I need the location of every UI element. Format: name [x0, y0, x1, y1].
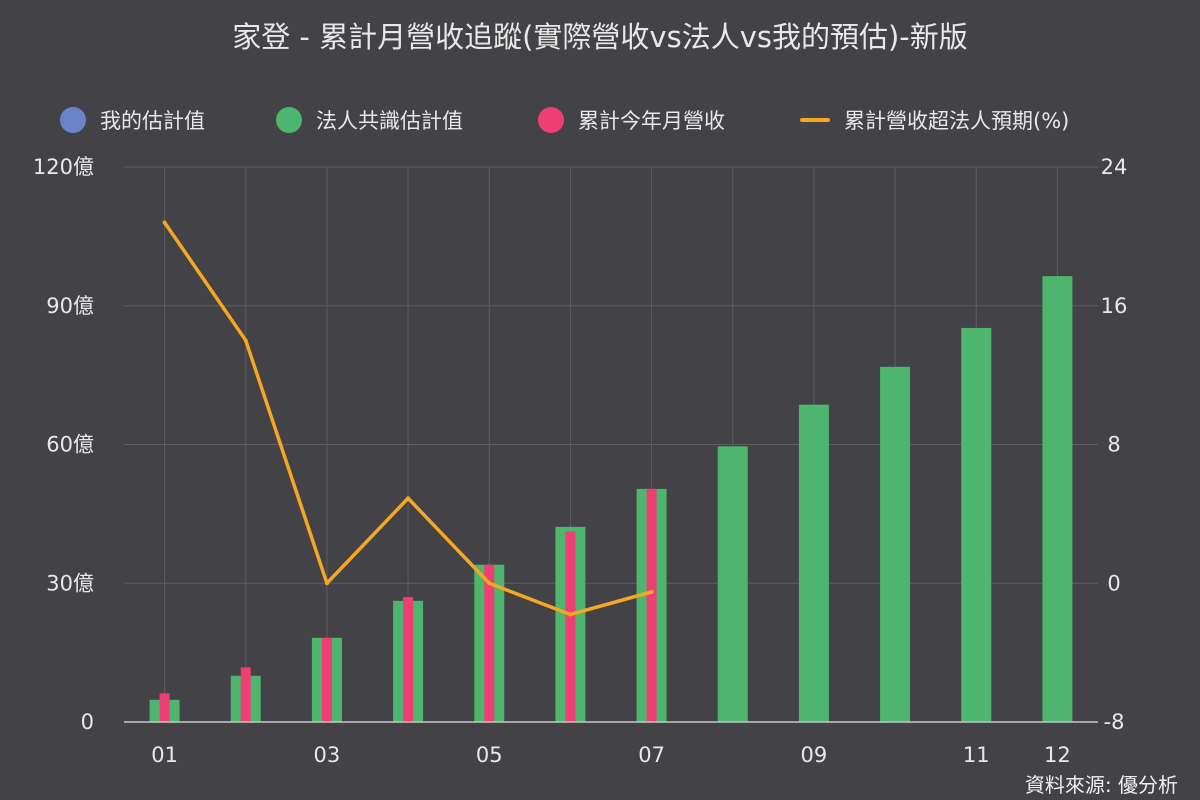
left-axis-tick-label: 90億	[46, 294, 94, 318]
bar-cumulative	[159, 693, 170, 722]
line-beat-point	[324, 581, 329, 586]
bar-cumulative	[403, 597, 414, 722]
left-axis-tick-label: 0	[81, 710, 94, 734]
right-axis-tick-label: 0	[1107, 571, 1120, 595]
grid-layer	[124, 166, 1098, 722]
legend-marker-my-estimate	[60, 107, 86, 133]
line-beat-point	[162, 220, 167, 225]
bar-consensus	[1042, 276, 1073, 722]
bar-cumulative	[321, 637, 332, 722]
x-axis-tick-label: 09	[801, 743, 828, 767]
legend-item-consensus[interactable]: 法人共識估計值	[276, 100, 463, 140]
legend-label-my-estimate: 我的估計值	[100, 109, 205, 133]
x-axis-tick-label: 12	[1044, 743, 1071, 767]
legend-marker-consensus	[276, 107, 302, 133]
left-axis-tick-label: 60億	[46, 433, 94, 457]
chart-legend: 我的估計值 法人共識估計值 累計今年月營收 累計營收超法人預期(%)	[0, 100, 1200, 140]
line-beat-point	[243, 338, 248, 343]
x-axis-tick-label: 05	[476, 743, 503, 767]
right-axis-tick-label: -8	[1104, 710, 1125, 734]
x-axis-tick-label: 07	[638, 743, 665, 767]
axis-layer: 0 30億 60億 90億 120億 -8 0 8 16 24 01 03 05 07 09 11 12	[33, 155, 1127, 767]
left-axis-tick-label: 120億	[33, 155, 94, 179]
line-layer	[162, 220, 654, 617]
legend-label-cumulative: 累計今年月營收	[578, 109, 725, 133]
line-beat-point	[568, 612, 573, 617]
right-axis-tick-label: 16	[1101, 294, 1128, 318]
x-axis-tick-label: 03	[314, 743, 341, 767]
bar-cumulative	[646, 488, 657, 722]
legend-label-consensus: 法人共識估計值	[316, 109, 463, 133]
bar-cumulative	[484, 564, 495, 722]
legend-item-cumulative[interactable]: 累計今年月營收	[538, 100, 725, 140]
x-axis-tick-label: 11	[963, 743, 990, 767]
bar-consensus	[798, 404, 829, 722]
legend-item-my-estimate[interactable]: 我的估計值	[60, 100, 205, 140]
bar-cumulative	[565, 531, 576, 722]
bar-consensus	[717, 446, 748, 722]
right-axis-tick-label: 8	[1107, 433, 1120, 457]
legend-marker-cumulative	[538, 107, 564, 133]
left-axis-tick-label: 30億	[46, 571, 94, 595]
legend-item-beat-line[interactable]: 累計營收超法人預期(%)	[800, 100, 1069, 140]
line-beat-point	[649, 589, 654, 594]
chart-title: 家登 - 累計月營收追蹤(實際營收vs法人vs我的預估)-新版	[232, 20, 968, 54]
legend-label-beat-line: 累計營收超法人預期(%)	[844, 109, 1070, 133]
line-beat-point	[406, 496, 411, 501]
right-axis-tick-label: 24	[1101, 155, 1128, 179]
x-axis-tick-label: 01	[151, 743, 178, 767]
legend-marker-beat-line	[800, 118, 830, 122]
bar-cumulative	[240, 667, 251, 722]
bar-layer	[149, 276, 1073, 722]
bar-consensus	[880, 366, 911, 722]
bar-consensus	[961, 327, 992, 722]
source-credit: 資料來源: 優分析	[1024, 773, 1178, 797]
line-beat-point	[487, 581, 492, 586]
